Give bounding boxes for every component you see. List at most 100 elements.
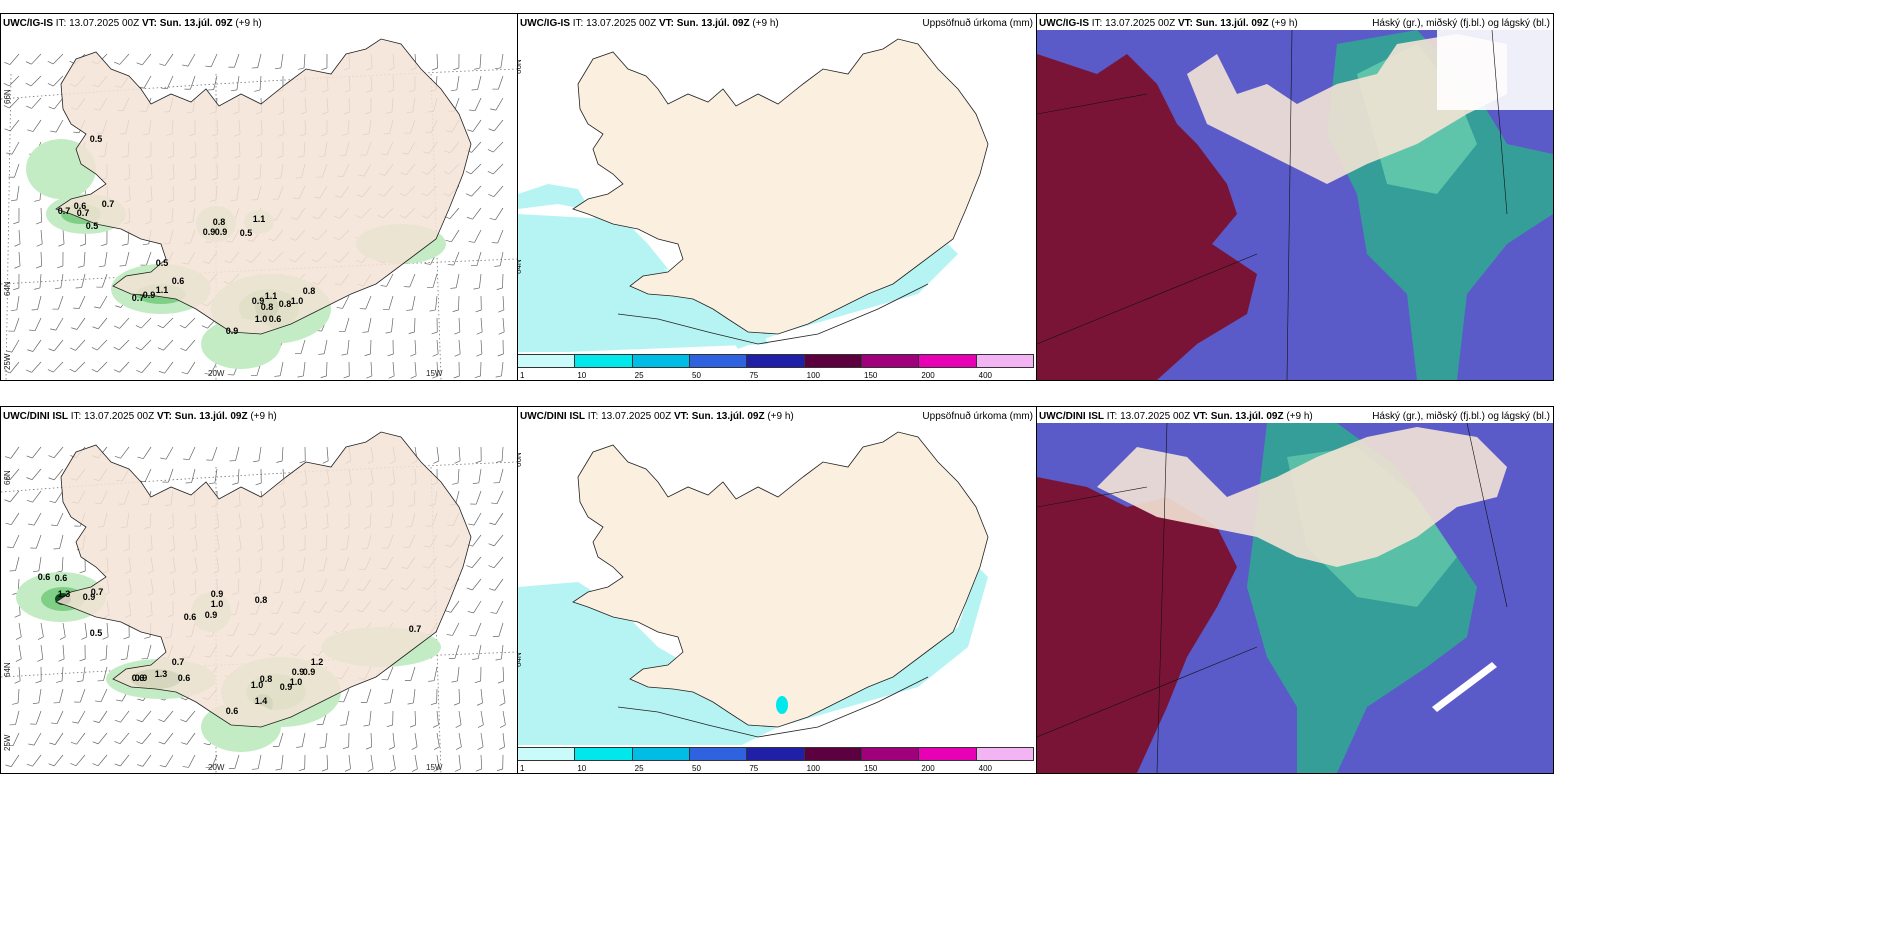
wind-barb [15, 710, 20, 725]
lead-time: (+9 h) [250, 411, 277, 422]
wind-value-label: 0.8 [213, 217, 226, 227]
wind-barb-feather [468, 523, 475, 526]
wind-barb-feather [161, 87, 168, 90]
wind-values-top: 0.50.7 0.60.70.70.5 0.80.9 0.91.10.50.50.61… [58, 134, 316, 336]
wind-barb-feather [4, 456, 11, 459]
colorbar-tick: 1 [520, 764, 525, 773]
wind-barb [454, 644, 460, 659]
wind-barb [106, 622, 109, 637]
wind-barb [325, 732, 328, 747]
wind-barb [392, 754, 396, 769]
wind-barb-feather [135, 325, 142, 329]
wind-barb-feather [497, 680, 504, 684]
wind-barb-feather [70, 347, 76, 351]
wind-barb [497, 229, 504, 244]
wind-barb [61, 666, 64, 681]
wind-barb-feather [488, 128, 495, 132]
wind-barb-feather [276, 460, 283, 463]
wind-barb-feather [489, 522, 496, 525]
wind-barb [99, 295, 108, 309]
wind-barb [186, 732, 196, 745]
wind-barb [35, 534, 42, 549]
wind-barb-feather [450, 89, 457, 92]
valid-time: Sun. 13.júl. 09Z [691, 411, 765, 422]
colorbar-swatch [690, 747, 748, 761]
wind-barb-feather [10, 309, 17, 312]
wind-barb [16, 185, 20, 200]
wind-barb [471, 141, 482, 153]
wind-barb [501, 644, 504, 659]
wind-barb [163, 339, 174, 351]
wind-barb [414, 754, 418, 769]
wind-barb-feather [408, 331, 415, 334]
wind-barb-feather [472, 482, 479, 485]
wind-barb [455, 273, 460, 288]
wind-barb [210, 53, 218, 67]
wind-barb [280, 53, 284, 68]
wind-barb [62, 229, 65, 244]
wind-value-label: 1.1 [253, 214, 266, 224]
model-name: UWC/IG-IS [3, 18, 53, 29]
wind-barb-feather [367, 768, 374, 772]
wind-barb [162, 317, 174, 329]
wind-barb-feather [340, 724, 347, 726]
wind-barb [370, 361, 373, 376]
wind-barb [502, 317, 505, 332]
wind-barb [386, 273, 394, 287]
wind-barb-feather [429, 309, 436, 312]
colorbar-tick: 25 [634, 371, 644, 380]
wind-barb-feather [495, 658, 502, 661]
wind-barb [500, 53, 504, 68]
wind-barb-feather [343, 375, 350, 379]
wind-barb [75, 754, 86, 766]
wind-barb [76, 317, 86, 330]
land-clear [1097, 427, 1507, 567]
wind-barb [119, 361, 130, 373]
wind-barb [119, 53, 130, 65]
wind-barb [475, 622, 482, 637]
wind-barb-feather [475, 460, 482, 464]
wind-barb [81, 273, 86, 288]
wind-value-label: 0.9 [215, 227, 228, 237]
wind-barb [53, 754, 64, 767]
wind-barb [279, 361, 284, 376]
colorbar-tick: 400 [978, 764, 993, 773]
coastline [617, 283, 929, 345]
wind-barb-feather [50, 130, 57, 133]
wind-barb [82, 666, 86, 681]
wind-barb-feather [29, 329, 36, 332]
init-time: 13.07.2025 00Z [1120, 411, 1191, 422]
wind-barb-feather [113, 369, 120, 373]
wind-barb-feather [476, 353, 483, 357]
wind-barb-feather [27, 129, 34, 132]
wind-barb-feather [35, 221, 42, 225]
land-clear [1187, 34, 1507, 184]
wind-barb-feather [453, 702, 460, 706]
wind-barb [53, 75, 64, 87]
wind-barb-feather [490, 612, 497, 614]
wind-barb [62, 622, 66, 637]
wind-barb [414, 317, 416, 333]
wind-barb-feather [494, 265, 501, 267]
lead-time: (+9 h) [752, 18, 779, 29]
wind-barb [18, 644, 22, 659]
wind-barb [144, 468, 152, 482]
wind-barb-feather [496, 460, 503, 463]
wind-barb [370, 339, 372, 355]
wind-barb-feather [34, 287, 41, 290]
wind-barb-feather [385, 331, 392, 334]
wind-barb [33, 512, 42, 526]
wind-barb [436, 361, 439, 376]
wind-barb-feather [26, 499, 33, 503]
wind-barb [345, 710, 350, 725]
colorbar-swatch [976, 747, 1034, 761]
wind-barb [475, 490, 482, 505]
panel-title: UWC/DINI ISL IT: 13.07.2025 00Z VT: Sun.… [1039, 411, 1313, 422]
valid-time: Sun. 13.júl. 09Z [1210, 411, 1284, 422]
wind-barb [52, 53, 64, 65]
model-name: UWC/IG-IS [1039, 18, 1089, 29]
coastline [617, 676, 929, 738]
wind-barb [494, 578, 504, 591]
axis-label-20w: 20W [208, 763, 225, 772]
colorbar-swatch [518, 747, 576, 761]
